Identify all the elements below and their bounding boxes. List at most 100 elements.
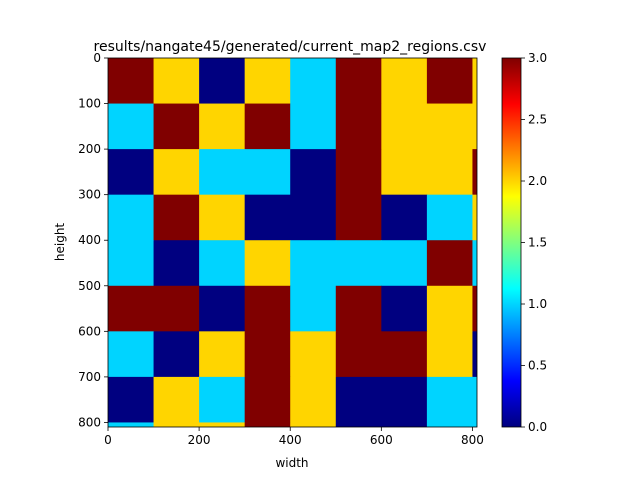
heatmap-cell bbox=[244, 331, 291, 378]
heatmap-cell bbox=[153, 285, 200, 332]
heatmap-cell bbox=[108, 149, 155, 196]
heatmap-cell bbox=[335, 194, 382, 241]
colorbar-tick-label: 0.5 bbox=[528, 359, 547, 373]
heatmap-cell bbox=[199, 103, 246, 150]
colorbar-tick-label: 2.0 bbox=[528, 174, 547, 188]
colorbar-tick-label: 1.0 bbox=[528, 297, 547, 311]
heatmap-cell bbox=[153, 376, 200, 423]
x-tick-label: 600 bbox=[370, 433, 393, 447]
heatmap-cell bbox=[153, 240, 200, 287]
heatmap-cell bbox=[426, 103, 473, 150]
x-tick-label: 0 bbox=[104, 433, 112, 447]
y-axis-label: height bbox=[53, 223, 67, 262]
y-tick-label: 100 bbox=[78, 97, 101, 111]
heatmap-cell bbox=[290, 331, 337, 378]
x-tick-label: 200 bbox=[188, 433, 211, 447]
heatmap-cell bbox=[290, 103, 337, 150]
heatmap-cell bbox=[108, 285, 155, 332]
heatmap-cell bbox=[335, 422, 382, 427]
heatmap-cell bbox=[335, 285, 382, 332]
heatmap-cell bbox=[108, 103, 155, 150]
heatmap-cell bbox=[153, 149, 200, 196]
heatmap-cell bbox=[472, 422, 477, 427]
heatmap-cell bbox=[108, 331, 155, 378]
heatmap-cell bbox=[426, 149, 473, 196]
heatmap-cell bbox=[472, 149, 477, 196]
heatmap-cell bbox=[244, 285, 291, 332]
heatmap-cell bbox=[199, 58, 246, 105]
y-tick-label: 400 bbox=[78, 233, 101, 247]
heatmap-cell bbox=[290, 285, 337, 332]
heatmap-cell bbox=[426, 240, 473, 287]
heatmap-cell bbox=[381, 422, 428, 427]
heatmap-cell bbox=[381, 194, 428, 241]
heatmap-cell bbox=[472, 376, 477, 423]
heatmap-cell bbox=[290, 422, 337, 427]
y-tick-label: 0 bbox=[93, 51, 101, 65]
heatmap-cell bbox=[153, 103, 200, 150]
heatmap-cell bbox=[472, 331, 477, 378]
heatmap-cell bbox=[472, 58, 477, 105]
heatmap-cell bbox=[426, 285, 473, 332]
y-tick-label: 300 bbox=[78, 188, 101, 202]
heatmap-cell bbox=[108, 422, 155, 427]
chart-title: results/nangate45/generated/current_map2… bbox=[94, 39, 487, 55]
heatmap-cell bbox=[472, 194, 477, 241]
colorbar-tick-label: 1.5 bbox=[528, 236, 547, 250]
y-tick-label: 800 bbox=[78, 415, 101, 429]
heatmap-cell bbox=[199, 376, 246, 423]
heatmap-cell bbox=[108, 194, 155, 241]
heatmap-cell bbox=[335, 240, 382, 287]
colorbar-tick-label: 2.5 bbox=[528, 113, 547, 127]
colorbar-tick-label: 3.0 bbox=[528, 51, 547, 65]
heatmap-cell bbox=[426, 331, 473, 378]
x-tick-label: 400 bbox=[279, 433, 302, 447]
heatmap-cell bbox=[199, 331, 246, 378]
heatmap-cell bbox=[381, 376, 428, 423]
heatmap-cells bbox=[108, 58, 477, 427]
colorbar-ticks: 0.0 0.5 1.0 1.5 2.0 2.5 3.0 bbox=[521, 51, 547, 434]
x-axis-ticks: 0 200 400 600 800 bbox=[104, 427, 484, 447]
heatmap-cell bbox=[108, 240, 155, 287]
heatmap-cell bbox=[426, 376, 473, 423]
y-tick-label: 600 bbox=[78, 324, 101, 338]
y-tick-label: 700 bbox=[78, 370, 101, 384]
heatmap-cell bbox=[472, 240, 477, 287]
heatmap-cell bbox=[244, 194, 291, 241]
heatmap-cell bbox=[381, 285, 428, 332]
heatmap-cell bbox=[290, 240, 337, 287]
heatmap-cell bbox=[290, 149, 337, 196]
heatmap-cell bbox=[153, 422, 200, 427]
heatmap-cell bbox=[153, 331, 200, 378]
plot-frame bbox=[107, 57, 478, 428]
y-tick-label: 500 bbox=[78, 279, 101, 293]
y-tick-label: 200 bbox=[78, 142, 101, 156]
heatmap-cell bbox=[153, 194, 200, 241]
x-tick-label: 800 bbox=[461, 433, 484, 447]
heatmap-cell bbox=[199, 422, 246, 427]
heatmap-cell bbox=[381, 331, 428, 378]
heatmap-cell bbox=[244, 422, 291, 427]
heatmap-cell bbox=[381, 58, 428, 105]
heatmap-cell bbox=[472, 285, 477, 332]
heatmap-cell bbox=[426, 194, 473, 241]
heatmap-cell bbox=[244, 149, 291, 196]
heatmap-cell bbox=[290, 194, 337, 241]
heatmap-cell bbox=[199, 285, 246, 332]
heatmap-cell bbox=[335, 149, 382, 196]
x-axis-label: width bbox=[275, 456, 308, 470]
heatmap-cell bbox=[426, 422, 473, 427]
heatmap-cell bbox=[335, 376, 382, 423]
heatmap-cell bbox=[381, 149, 428, 196]
heatmap-cell bbox=[199, 240, 246, 287]
heatmap-cell bbox=[244, 376, 291, 423]
heatmap-cell bbox=[472, 103, 477, 150]
heatmap-cell bbox=[244, 103, 291, 150]
heatmap-cell bbox=[244, 240, 291, 287]
heatmap-cell bbox=[381, 103, 428, 150]
colorbar-tick-label: 0.0 bbox=[528, 420, 547, 434]
heatmap-cell bbox=[153, 58, 200, 105]
heatmap-cell bbox=[381, 240, 428, 287]
heatmap-cell bbox=[199, 149, 246, 196]
heatmap-cell bbox=[108, 376, 155, 423]
